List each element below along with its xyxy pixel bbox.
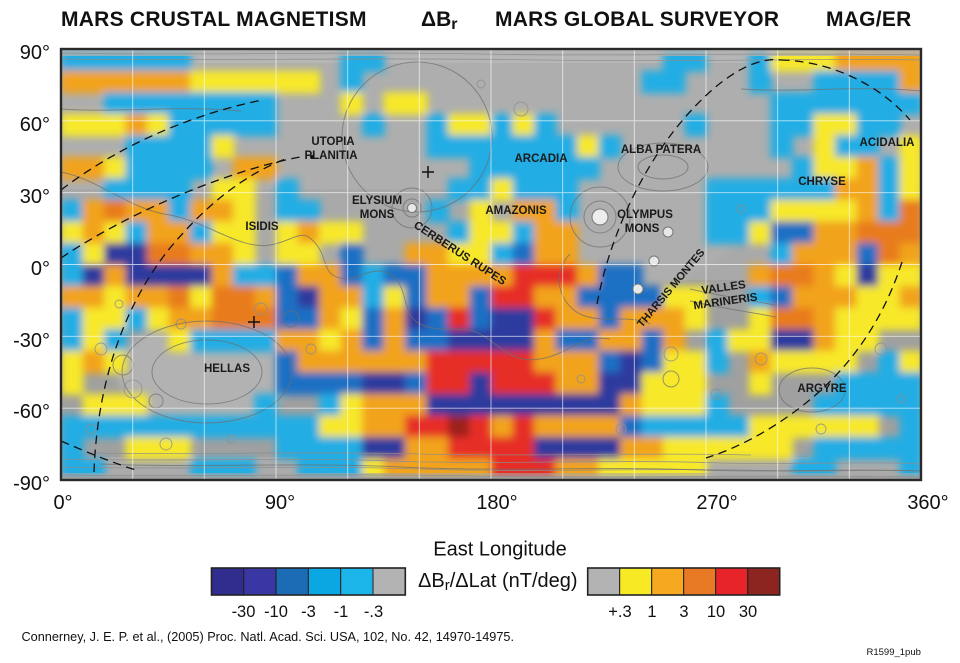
- svg-text:ELYSIUM: ELYSIUM: [352, 195, 402, 207]
- svg-text:MARS GLOBAL SURVEYOR: MARS GLOBAL SURVEYOR: [495, 8, 779, 31]
- svg-text:-10: -10: [264, 603, 288, 621]
- svg-text:Connerney, J. E. P. et al., (2: Connerney, J. E. P. et al., (2005) Proc.…: [22, 630, 515, 644]
- svg-text:CHRYSE: CHRYSE: [798, 176, 846, 188]
- svg-text:90°: 90°: [265, 492, 295, 514]
- svg-text:MONS: MONS: [625, 223, 660, 235]
- svg-text:-30°: -30°: [13, 330, 50, 352]
- svg-text:ALBA PATERA: ALBA PATERA: [621, 144, 701, 156]
- svg-text:-3: -3: [301, 603, 316, 621]
- svg-text:R1599_1pub: R1599_1pub: [867, 647, 921, 658]
- svg-text:ACIDALIA: ACIDALIA: [860, 137, 915, 149]
- svg-text:-60°: -60°: [13, 401, 50, 423]
- svg-text:0°: 0°: [53, 492, 72, 514]
- svg-text:270°: 270°: [696, 492, 737, 514]
- svg-text:MAG/ER: MAG/ER: [826, 8, 912, 31]
- svg-text:HELLAS: HELLAS: [204, 363, 250, 375]
- svg-text:OLYMPUS: OLYMPUS: [617, 209, 673, 221]
- svg-text:30: 30: [739, 603, 757, 621]
- svg-text:1: 1: [647, 603, 656, 621]
- svg-text:ISIDIS: ISIDIS: [245, 221, 279, 233]
- svg-text:90°: 90°: [20, 42, 50, 64]
- svg-text:UTOPIA: UTOPIA: [311, 136, 354, 148]
- svg-text:-1: -1: [334, 603, 349, 621]
- svg-text:60°: 60°: [20, 114, 50, 136]
- svg-text:+.3: +.3: [608, 603, 631, 621]
- svg-text:ΔBr/ΔLat (nT/deg): ΔBr/ΔLat (nT/deg): [418, 570, 578, 594]
- svg-text:ARGYRE: ARGYRE: [797, 383, 847, 395]
- svg-text:AMAZONIS: AMAZONIS: [485, 205, 547, 217]
- svg-text:-.3: -.3: [364, 603, 383, 621]
- svg-text:3: 3: [679, 603, 688, 621]
- svg-text:10: 10: [707, 603, 725, 621]
- svg-text:360°: 360°: [907, 492, 948, 514]
- svg-text:-30: -30: [232, 603, 256, 621]
- svg-text:East Longitude: East Longitude: [433, 539, 566, 561]
- svg-text:-90°: -90°: [13, 473, 50, 495]
- svg-text:PLANITIA: PLANITIA: [304, 150, 357, 162]
- svg-text:MARS CRUSTAL MAGNETISM: MARS CRUSTAL MAGNETISM: [61, 8, 367, 31]
- svg-text:180°: 180°: [476, 492, 517, 514]
- svg-text:ARCADIA: ARCADIA: [514, 153, 567, 165]
- svg-text:MONS: MONS: [360, 209, 395, 221]
- svg-text:0°: 0°: [31, 258, 50, 280]
- svg-text:30°: 30°: [20, 186, 50, 208]
